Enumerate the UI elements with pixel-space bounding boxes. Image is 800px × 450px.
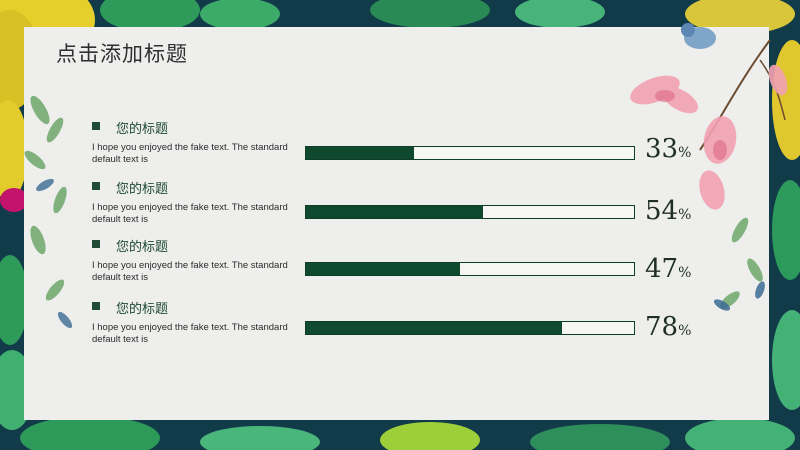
percent-value: 47% — [645, 254, 691, 284]
progress-bar — [305, 205, 635, 219]
item-description[interactable]: I hope you enjoyed the fake text. The st… — [92, 202, 288, 225]
square-bullet-icon — [92, 302, 100, 310]
progress-item: 您的标题 I hope you enjoyed the fake text. T… — [0, 236, 800, 296]
percent-number: 78 — [645, 312, 679, 342]
square-bullet-icon — [92, 122, 100, 130]
progress-bar-fill — [306, 263, 461, 275]
percent-value: 33% — [645, 134, 691, 164]
percent-unit: % — [678, 323, 692, 339]
item-title[interactable]: 您的标题 — [116, 302, 169, 317]
percent-unit: % — [678, 265, 692, 281]
square-bullet-icon — [92, 182, 100, 190]
percent-value: 78% — [645, 312, 691, 342]
item-description[interactable]: I hope you enjoyed the fake text. The st… — [92, 260, 288, 283]
progress-item: 您的标题 I hope you enjoyed the fake text. T… — [0, 298, 800, 358]
percent-number: 54 — [645, 196, 679, 226]
item-title[interactable]: 您的标题 — [116, 122, 169, 137]
percent-unit: % — [678, 145, 692, 161]
item-title[interactable]: 您的标题 — [116, 182, 169, 197]
progress-bar-fill — [306, 147, 415, 159]
item-title[interactable]: 您的标题 — [116, 240, 169, 255]
progress-bar-fill — [306, 206, 484, 218]
progress-bar — [305, 321, 635, 335]
item-description[interactable]: I hope you enjoyed the fake text. The st… — [92, 142, 288, 165]
percent-unit: % — [678, 207, 692, 223]
square-bullet-icon — [92, 240, 100, 248]
progress-item: 您的标题 I hope you enjoyed the fake text. T… — [0, 118, 800, 178]
item-description[interactable]: I hope you enjoyed the fake text. The st… — [92, 322, 288, 345]
progress-item: 您的标题 I hope you enjoyed the fake text. T… — [0, 178, 800, 238]
percent-value: 54% — [645, 196, 691, 226]
progress-bar-fill — [306, 322, 562, 334]
percent-number: 33 — [645, 134, 679, 164]
progress-bar — [305, 146, 635, 160]
percent-number: 47 — [645, 254, 679, 284]
progress-bar — [305, 262, 635, 276]
slide-title[interactable]: 点击添加标题 — [56, 42, 188, 66]
